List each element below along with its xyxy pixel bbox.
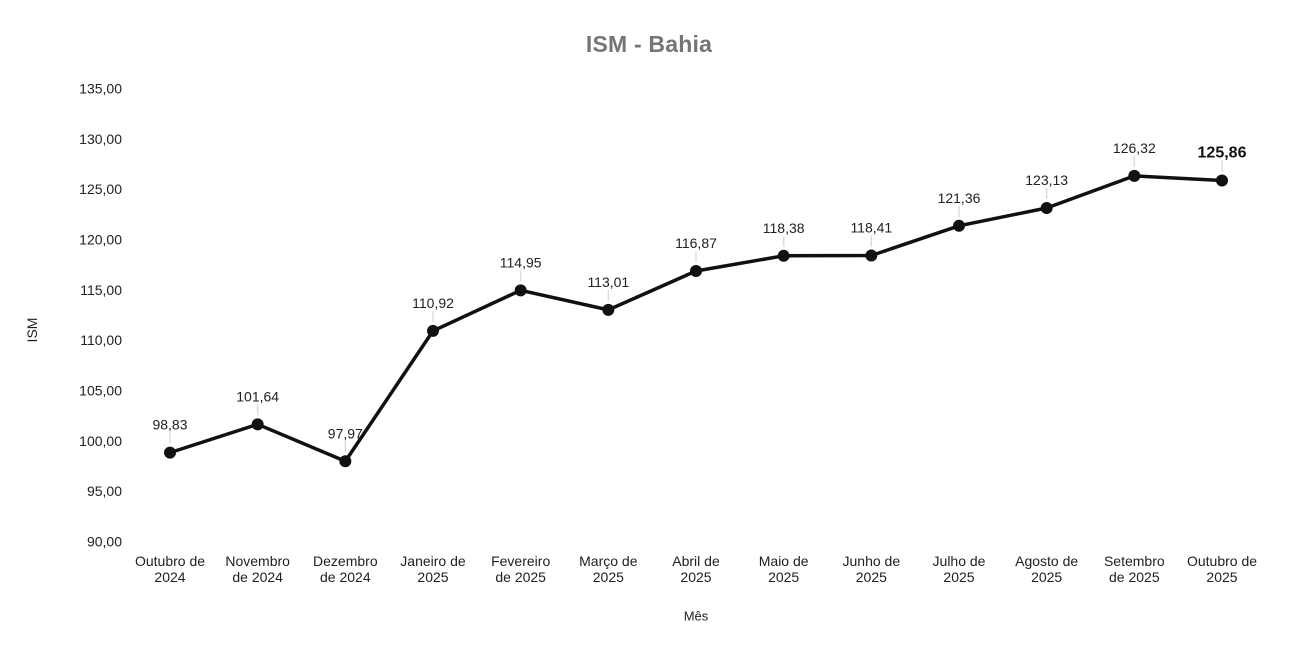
x-axis-title: Mês	[683, 608, 709, 624]
data-point-label: 121,36	[938, 190, 981, 206]
data-point-label: 97,97	[328, 425, 363, 441]
data-point	[953, 219, 965, 232]
data-point-label: 125,86	[1198, 145, 1247, 162]
x-tick-label: de 2024	[232, 569, 283, 585]
x-tick-label: Outubro de	[1187, 553, 1257, 569]
data-point	[865, 249, 878, 262]
data-point-label: 116,87	[675, 235, 717, 251]
data-point-label: 118,38	[763, 220, 805, 236]
x-tick-label: Novembro	[225, 553, 290, 569]
x-tick-label: 2025	[1031, 569, 1062, 585]
x-tick-label: Junho de	[843, 553, 901, 569]
x-tick-label: Agosto de	[1015, 553, 1078, 569]
x-tick-label: Dezembro	[313, 553, 378, 569]
y-tick-label: 100,00	[79, 433, 122, 449]
data-point	[1128, 169, 1141, 182]
y-tick-label: 125,00	[79, 181, 122, 197]
data-point-label: 110,92	[412, 295, 454, 311]
x-tick-label: Setembro	[1104, 553, 1165, 569]
data-point	[777, 249, 790, 262]
data-point-label: 113,01	[587, 274, 629, 290]
x-tick-label: Maio de	[759, 553, 809, 569]
data-point	[690, 265, 702, 278]
data-point	[514, 284, 527, 297]
chart-title: ISM - Bahia	[585, 31, 713, 57]
data-point-label: 126,32	[1113, 140, 1156, 156]
x-tick-label: Fevereiro	[491, 553, 550, 569]
x-tick-label: Março de	[579, 553, 638, 569]
data-point-label: 114,95	[500, 254, 542, 270]
x-tick-label: 2025	[943, 569, 974, 585]
x-tick-label: de 2024	[320, 569, 371, 585]
data-point-label: 118,41	[850, 220, 892, 236]
data-point	[1216, 174, 1228, 187]
x-tick-label: 2025	[417, 569, 448, 585]
data-point	[251, 418, 264, 431]
x-tick-label: de 2025	[495, 569, 546, 585]
x-tick-label: 2025	[593, 569, 624, 585]
data-point	[164, 446, 176, 459]
series-line	[168, 174, 1224, 464]
y-tick-label: 115,00	[80, 282, 122, 298]
data-point-label: 101,64	[236, 388, 279, 404]
y-tick-label: 120,00	[79, 232, 122, 248]
x-tick-label: Julho de	[933, 553, 986, 569]
x-tick-label: 2025	[856, 569, 887, 585]
x-tick-label: Outubro de	[135, 553, 205, 569]
x-tick-label: 2025	[680, 569, 711, 585]
x-tick-label: 2025	[768, 569, 799, 585]
data-point	[602, 303, 615, 316]
data-point	[1040, 201, 1053, 214]
data-point-label: 123,13	[1025, 172, 1068, 188]
y-tick-label: 90,00	[87, 534, 122, 550]
x-tick-label: 2024	[154, 569, 185, 585]
y-tick-label: 95,00	[87, 483, 122, 499]
x-tick-label: Abril de	[672, 553, 720, 569]
y-tick-label: 105,00	[79, 383, 122, 399]
y-tick-label: 130,00	[79, 131, 122, 147]
x-tick-label: de 2025	[1109, 569, 1160, 585]
x-tick-label: Janeiro de	[400, 553, 466, 569]
data-point	[339, 455, 352, 468]
x-tick-label: 2025	[1206, 569, 1237, 585]
data-point-label: 98,83	[152, 417, 187, 433]
data-point	[427, 324, 439, 337]
y-tick-label: 110,00	[80, 332, 122, 348]
y-tick-label: 135,00	[79, 81, 122, 97]
